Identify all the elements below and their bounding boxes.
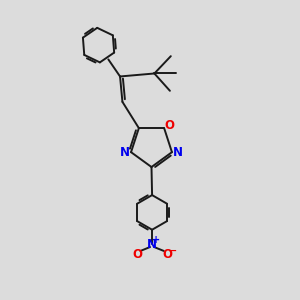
- Text: N: N: [120, 146, 130, 159]
- Text: N: N: [173, 146, 183, 159]
- Text: O: O: [164, 119, 174, 132]
- Text: N: N: [147, 238, 157, 250]
- Text: −: −: [168, 246, 178, 256]
- Text: O: O: [132, 248, 142, 261]
- Text: +: +: [152, 236, 160, 245]
- Text: O: O: [162, 248, 172, 261]
